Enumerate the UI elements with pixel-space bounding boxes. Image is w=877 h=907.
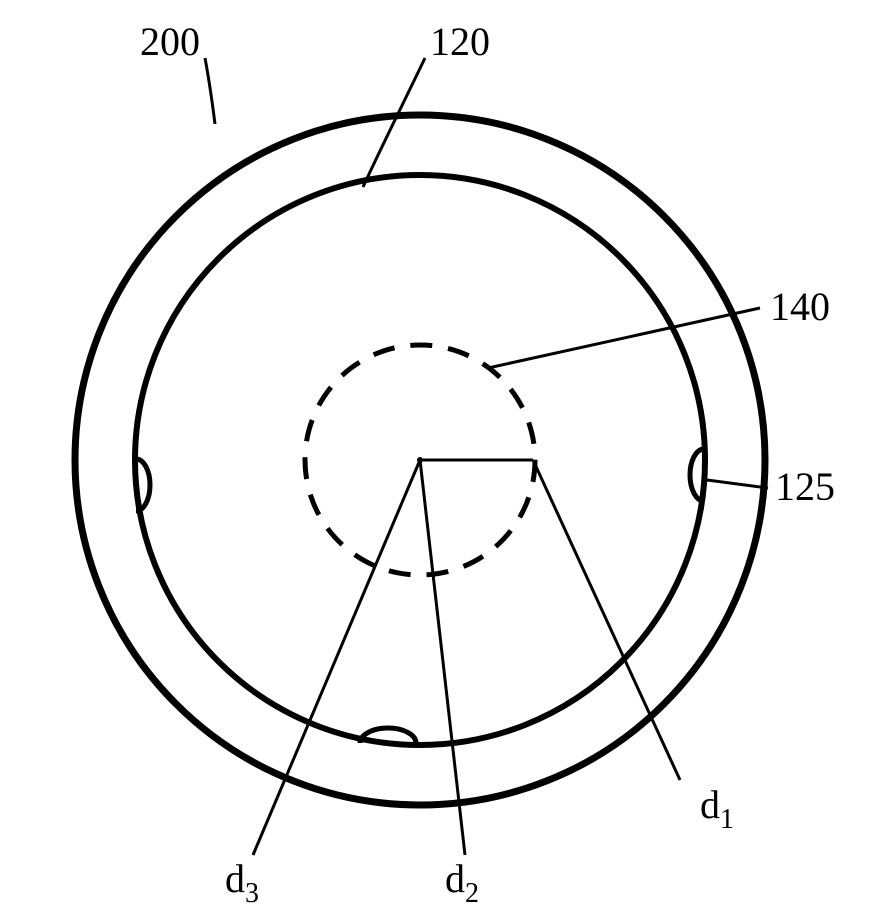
- label-125: 125: [775, 464, 835, 509]
- leader-200: [205, 58, 215, 124]
- leader-125: [707, 480, 768, 488]
- label-d3: d3: [225, 856, 259, 907]
- label-140: 140: [770, 284, 830, 329]
- label-200: 200: [140, 19, 200, 64]
- leader-120: [363, 58, 425, 187]
- label-d1: d1: [700, 782, 734, 835]
- label-120: 120: [430, 19, 490, 64]
- leader-140: [488, 308, 760, 368]
- label-d2: d2: [445, 856, 479, 907]
- leader-d2: [420, 460, 465, 855]
